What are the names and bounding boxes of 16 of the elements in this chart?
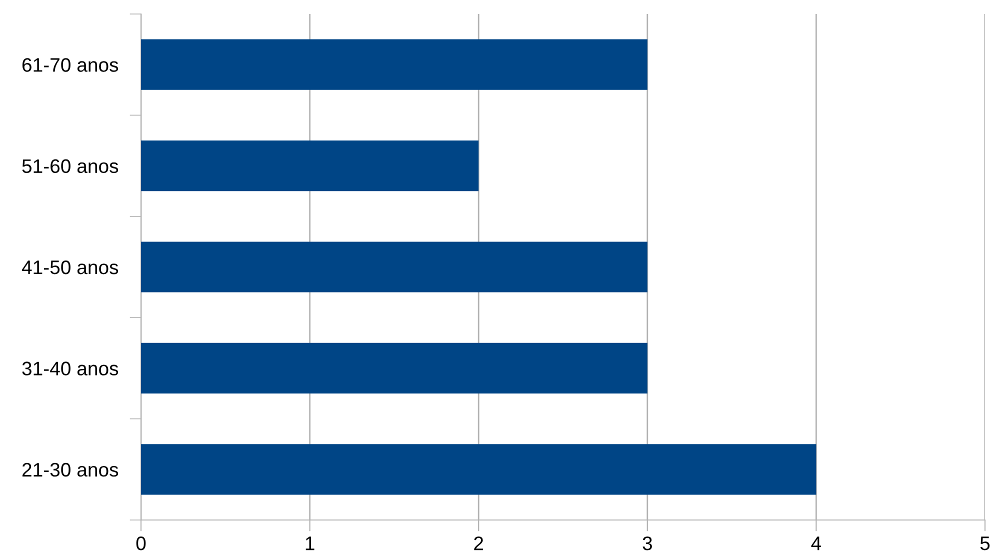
bar: [141, 242, 648, 292]
y-tick-label: 51-60 anos: [22, 159, 118, 174]
y-tick-label: 21-30 anos: [22, 462, 118, 477]
bar: [141, 39, 648, 90]
x-tick-label: 1: [306, 536, 314, 550]
bar: [141, 140, 479, 192]
x-tick-label: 3: [642, 536, 652, 550]
bar: [141, 342, 648, 394]
y-tick-label: 41-50 anos: [22, 260, 118, 274]
y-tick-label: 61-70 anos: [22, 58, 118, 72]
bar: [141, 444, 816, 495]
x-tick-label: 0: [136, 536, 146, 550]
x-tick-label: 5: [980, 536, 990, 550]
y-tick-label: 31-40 anos: [22, 362, 118, 376]
x-tick-label: 4: [811, 536, 822, 550]
x-tick-label: 2: [474, 536, 484, 550]
